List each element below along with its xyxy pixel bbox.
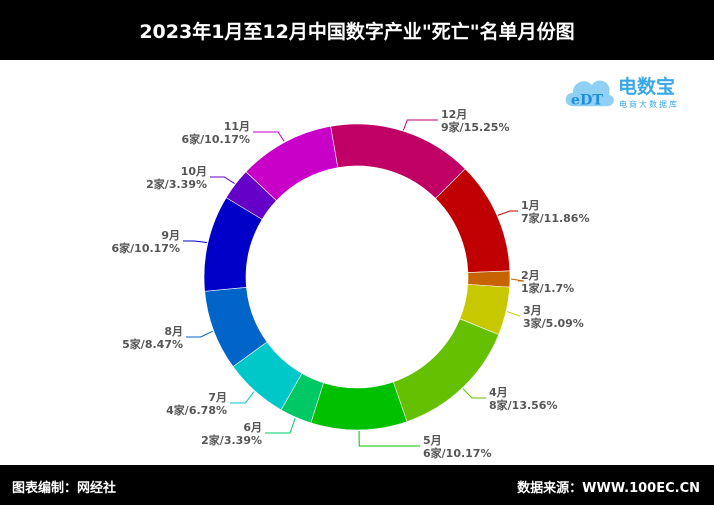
slice-label-value-9: 6家/10.17% [112, 241, 181, 255]
slice-label-value-10: 2家/3.39% [146, 177, 207, 191]
leader-line-8 [186, 330, 214, 338]
slice-label-value-2: 1家/1.7% [521, 281, 574, 295]
slice-label-month-5: 5月 [423, 434, 442, 447]
logo: eDT 电数宝 电商大数据库 [560, 68, 710, 118]
slice-label-value-5: 6家/10.17% [423, 446, 492, 460]
footer-source-editor: 图表编制：网经社 [12, 481, 117, 496]
slice-label-month-2: 2月 [521, 269, 540, 282]
slice-label-month-4: 4月 [489, 386, 508, 399]
footer-data-source: 数据来源：WWW.100EC.CN [517, 481, 700, 496]
leader-line-4 [462, 388, 486, 399]
slice-label-value-12: 9家/15.25% [441, 120, 510, 134]
slice-label-month-12: 12月 [441, 108, 467, 121]
leader-line-12 [402, 119, 438, 131]
chart-title-bar: 2023年1月至12月中国数字产业"死亡"名单月份图 [0, 0, 714, 60]
leader-line-6 [265, 417, 296, 434]
slice-label-month-7: 7月 [208, 391, 227, 404]
donut-slice-5[interactable] [310, 381, 408, 431]
donut-slice-4[interactable] [392, 318, 500, 422]
logo-subtitle: 电商大数据库 [619, 100, 679, 109]
slice-label-month-6: 6月 [243, 421, 262, 434]
cloud-logo-icon: eDT [565, 80, 614, 108]
slice-label-value-1: 7家/11.86% [521, 211, 590, 225]
donut-slice-12[interactable] [330, 123, 466, 199]
slice-label-month-11: 11月 [224, 120, 250, 133]
slice-label-month-1: 1月 [521, 199, 540, 212]
slice-label-value-6: 2家/3.39% [201, 433, 262, 447]
slice-label-value-3: 3家/5.09% [523, 316, 584, 330]
slice-label-value-7: 4家/6.78% [166, 403, 227, 417]
leader-line-5 [358, 430, 420, 447]
logo-name: 电数宝 [618, 76, 676, 98]
slice-label-value-4: 8家/13.56% [489, 398, 558, 412]
footer-bar: 图表编制：网经社 数据来源：WWW.100EC.CN [0, 465, 714, 505]
slice-label-value-8: 5家/8.47% [122, 337, 183, 351]
slice-label-value-11: 6家/10.17% [182, 132, 251, 146]
slice-label-month-9: 9月 [161, 229, 180, 242]
slice-label-month-3: 3月 [523, 304, 542, 317]
chart-title: 2023年1月至12月中国数字产业"死亡"名单月份图 [139, 20, 575, 43]
leader-line-7 [230, 391, 255, 404]
leader-line-1 [497, 210, 518, 216]
leader-line-3 [506, 311, 520, 317]
slice-label-month-10: 10月 [181, 165, 207, 178]
leader-line-10 [210, 176, 235, 184]
leader-line-2 [510, 278, 525, 282]
leader-line-9 [183, 240, 207, 243]
slice-label-month-8: 8月 [164, 325, 183, 338]
leader-line-11 [253, 131, 285, 142]
svg-text:eDT: eDT [571, 92, 603, 108]
